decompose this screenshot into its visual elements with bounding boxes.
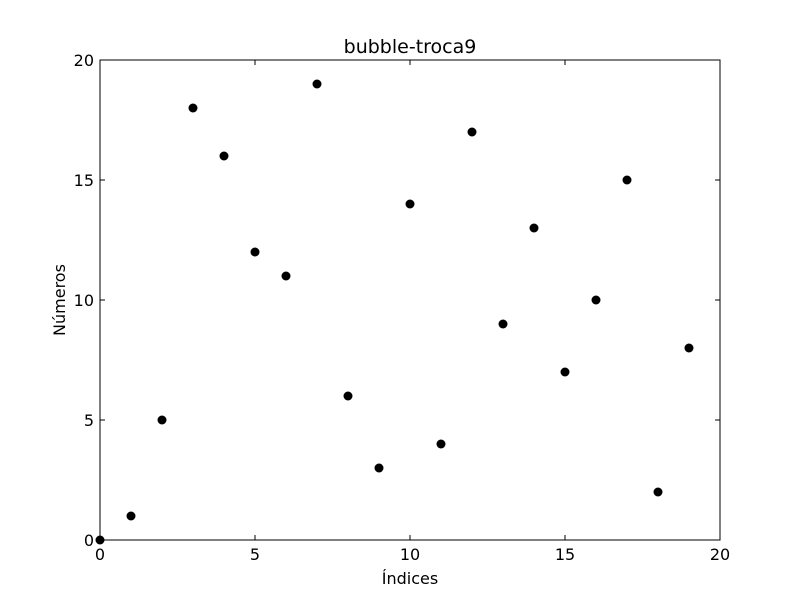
data-point	[188, 103, 198, 113]
axis-ticks: 0 5 10 15 20 0 5 10 15 20	[74, 51, 731, 564]
data-point	[250, 247, 260, 257]
data-point	[405, 199, 415, 209]
chart-title: bubble-troca9	[344, 36, 477, 58]
x-tick-label: 0	[95, 545, 105, 564]
y-tick-label: 20	[74, 51, 94, 70]
data-point	[560, 367, 570, 377]
x-tick-label: 10	[400, 545, 420, 564]
data-point	[374, 463, 384, 473]
data-point	[312, 79, 322, 89]
x-tick-label: 15	[555, 545, 575, 564]
data-point	[219, 151, 229, 161]
data-point	[653, 487, 663, 497]
y-tick-label: 15	[74, 171, 94, 190]
data-point	[529, 223, 539, 233]
y-tick-label: 10	[74, 291, 94, 310]
x-axis-label: Índices	[382, 569, 438, 588]
data-point	[467, 127, 477, 137]
y-tick-label: 5	[84, 411, 94, 430]
data-points	[95, 79, 694, 545]
y-tick-label: 0	[84, 531, 94, 550]
data-point	[591, 295, 601, 305]
data-point	[436, 439, 446, 449]
data-point	[126, 511, 136, 521]
x-tick-label: 5	[250, 545, 260, 564]
data-point	[622, 175, 632, 185]
data-point	[498, 319, 508, 329]
data-point	[281, 271, 291, 281]
data-point	[684, 343, 694, 353]
data-point	[157, 415, 167, 425]
data-point	[343, 391, 353, 401]
x-tick-label: 20	[710, 545, 730, 564]
y-axis-label: Números	[50, 264, 69, 336]
plot-frame	[99, 59, 721, 541]
